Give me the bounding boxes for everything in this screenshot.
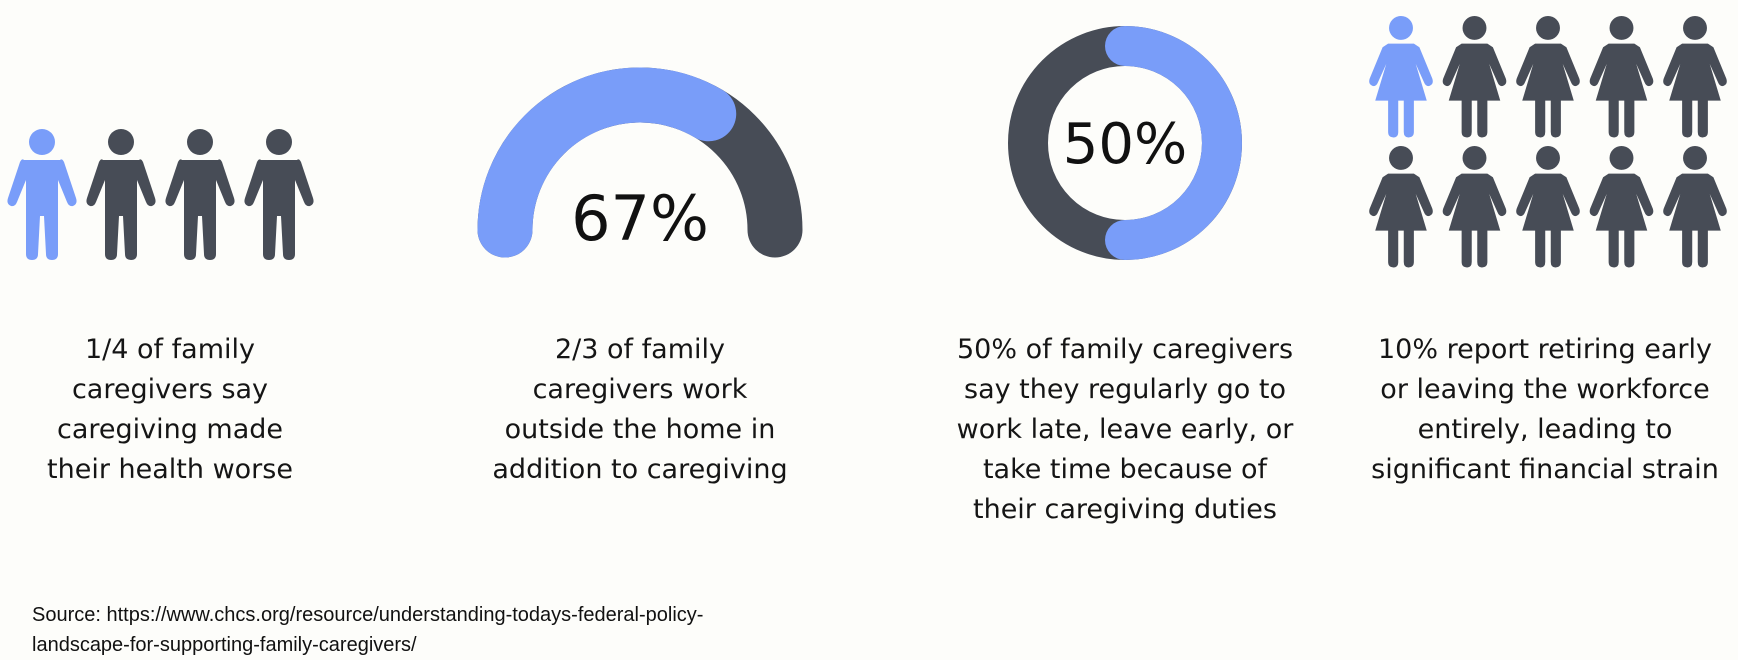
person-icon xyxy=(7,129,77,260)
caption-1: 1/4 of family caregivers say caregiving … xyxy=(20,330,320,490)
donut-value-label: 50% xyxy=(1062,112,1188,177)
woman-icon xyxy=(1589,16,1654,138)
source-line: Source: https://www.chcs.org/resource/un… xyxy=(32,604,704,626)
caption-3-line: take time because of xyxy=(982,454,1268,485)
person-icon xyxy=(86,129,156,260)
woman-icon xyxy=(1442,146,1507,268)
caption-3-line: 50% of family caregivers xyxy=(956,334,1294,365)
caption-3: 50% of family caregivers say they regula… xyxy=(940,330,1310,530)
caption-4: 10% report retiring early or leaving the… xyxy=(1358,330,1732,490)
woman-icon xyxy=(1369,16,1433,138)
gauge-value-arc xyxy=(477,67,737,258)
woman-icon xyxy=(1516,16,1580,138)
caption-1-line: 1/4 of family xyxy=(85,334,255,365)
woman-icon xyxy=(1663,16,1727,138)
source-line: landscape-for-supporting-family-caregive… xyxy=(32,634,417,656)
woman-icon xyxy=(1663,146,1727,268)
caption-4-line: significant financial strain xyxy=(1371,454,1719,485)
woman-icon xyxy=(1442,16,1507,138)
caption-4-line: entirely, leading to xyxy=(1417,414,1673,445)
woman-icon xyxy=(1516,146,1580,268)
caption-3-line: their caregiving duties xyxy=(973,494,1277,525)
caption-2: 2/3 of family caregivers work outside th… xyxy=(470,330,810,490)
person-icon xyxy=(165,129,235,260)
caption-3-line: say they regularly go to xyxy=(964,374,1286,405)
caption-3-line: work late, leave early, or xyxy=(956,414,1294,445)
caption-2-line: addition to caregiving xyxy=(492,454,788,485)
donut-value-arc xyxy=(1105,26,1242,260)
gauge-value-label: 67% xyxy=(571,182,709,255)
caption-1-line: caregivers say xyxy=(71,374,269,405)
person-icon xyxy=(244,129,314,260)
caption-4-line: 10% report retiring early xyxy=(1377,334,1713,365)
caption-2-line: caregivers work xyxy=(532,374,748,405)
woman-icon xyxy=(1369,146,1433,268)
caption-1-line: caregiving made xyxy=(56,414,284,445)
source-footnote: Source: https://www.chcs.org/resource/un… xyxy=(32,600,792,660)
caption-4-line: or leaving the workforce xyxy=(1380,374,1710,405)
woman-icon xyxy=(1589,146,1654,268)
caption-2-line: 2/3 of family xyxy=(555,334,725,365)
caption-1-line: their health worse xyxy=(47,454,293,485)
caption-2-line: outside the home in xyxy=(504,414,776,445)
